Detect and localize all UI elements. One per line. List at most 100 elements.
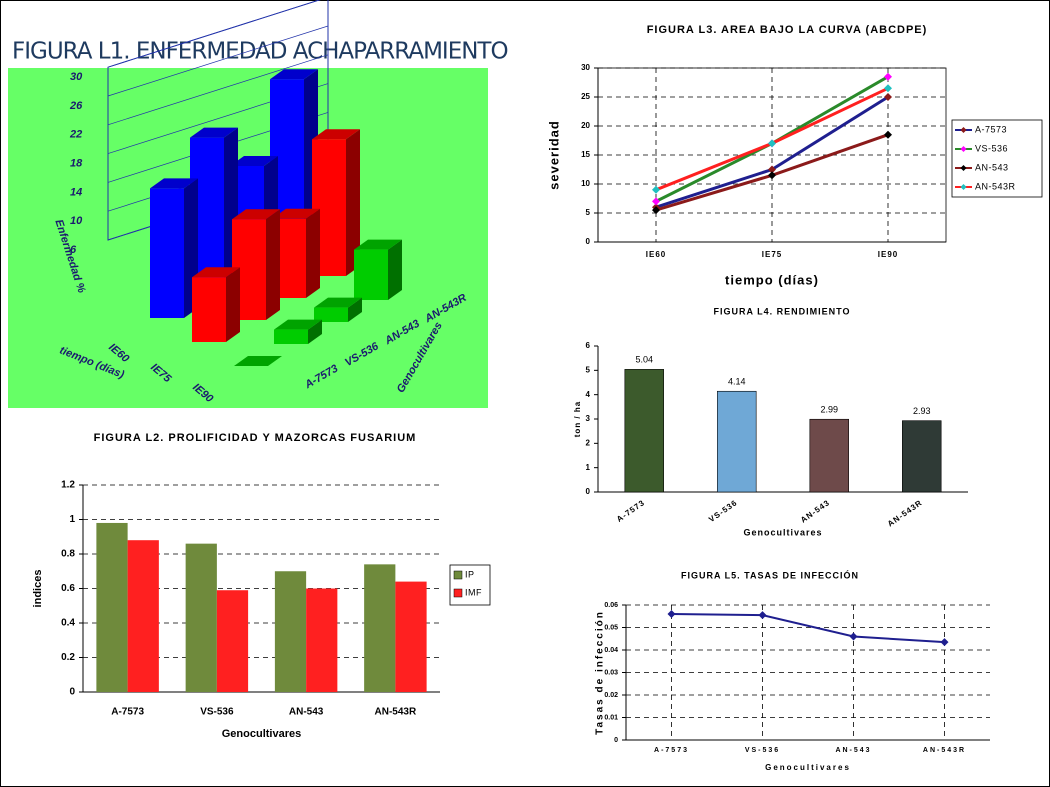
bar-top: [314, 297, 362, 308]
marker: [884, 84, 892, 93]
y-tick-label: 10: [70, 215, 83, 227]
bar-top: [230, 156, 278, 166]
grid-line: [107, 54, 329, 126]
bar-top: [192, 267, 240, 278]
bar-side: [306, 208, 320, 298]
bar-side: [266, 209, 280, 320]
marker: [849, 632, 858, 641]
y-tick-label: 0: [586, 487, 591, 496]
y-tick-label: 0.03: [604, 669, 618, 676]
y-tick-label: 0.02: [604, 692, 618, 699]
x-tick-label: AN-543R: [923, 747, 966, 754]
y-tick-label: 14: [70, 186, 82, 198]
x-tick-label: AN-543: [835, 747, 871, 754]
value-label: 2.99: [820, 405, 838, 415]
legend-marker: [960, 127, 967, 133]
y-axis-label: Tasas de infección: [595, 610, 606, 735]
value-label: 4.14: [728, 377, 746, 387]
chart-title: FIGURA L4. RENDIMIENTO: [713, 306, 850, 316]
marker: [652, 185, 660, 194]
x-tick-label: AN-543: [289, 707, 324, 718]
x-tick-label: IE60: [646, 250, 666, 259]
marker: [884, 72, 892, 81]
y-tick-label: 20: [581, 121, 590, 130]
y-tick-label: 0.01: [604, 714, 618, 721]
marker: [768, 171, 776, 180]
bar-top: [190, 127, 238, 138]
y-tick-label: 0.6: [61, 583, 75, 594]
y-tick-label: 26: [69, 100, 83, 112]
x-tick-label: A-7573: [654, 747, 689, 754]
bar: [274, 329, 308, 344]
x-tick-label: A-7573: [111, 707, 144, 718]
bar: [127, 540, 159, 692]
bar: [216, 590, 249, 692]
marker: [768, 165, 776, 174]
bar-side: [346, 129, 360, 276]
marker: [652, 206, 660, 215]
marker: [758, 611, 767, 620]
x-tick-label: VS-536: [745, 747, 780, 754]
bar: [395, 581, 427, 692]
bar-top: [274, 319, 322, 330]
value-label: 5.04: [635, 355, 653, 365]
marker: [884, 130, 892, 139]
chart-title: FIGURA L3. AREA BAJO LA CURVA (ABCDPE): [647, 24, 928, 36]
y-tick-label: 5: [586, 365, 591, 374]
y-tick-label: 1: [69, 514, 75, 525]
chart-title: FIGURA L2. PROLIFICIDAD Y MAZORCAS FUSAR…: [94, 432, 417, 444]
y-tick-label: 10: [581, 179, 590, 188]
bar-side: [388, 239, 402, 300]
bar: [364, 564, 396, 692]
y-tick-label: 1.2: [61, 480, 75, 491]
chart-title: FIGURA L1. ENFERMEDAD ACHAPARRAMIENTO: [12, 39, 508, 65]
y-axis-label: ton / ha: [573, 401, 582, 437]
legend-marker: [960, 184, 967, 190]
legend-marker: [960, 165, 967, 171]
x-tick-label: AN-543R: [375, 707, 417, 718]
legend-label: IMF: [465, 587, 482, 597]
bar: [96, 522, 128, 692]
x-axis-label: Genocultivares: [222, 728, 301, 740]
x-tick-label: IE90: [878, 250, 898, 259]
legend-label: AN-543: [975, 162, 1009, 172]
bar: [809, 418, 849, 493]
bar: [192, 277, 226, 342]
legend-swatch: [453, 570, 463, 580]
y-tick-label: 6: [70, 244, 77, 256]
marker: [940, 638, 949, 647]
y-tick-label: 2: [586, 438, 591, 447]
y-tick-label: 0.8: [61, 549, 75, 560]
bar-top: [312, 129, 360, 140]
y-tick-label: 15: [581, 150, 590, 159]
y-axis-label: severidad: [546, 120, 561, 190]
bar: [314, 307, 348, 322]
bar: [306, 588, 338, 692]
legend-label: VS-536: [975, 143, 1008, 153]
y-tick-label: 30: [70, 71, 83, 83]
bar: [274, 571, 307, 692]
y-tick-label: 30: [581, 63, 590, 72]
value-label: 2.93: [913, 406, 931, 416]
marker: [768, 139, 776, 148]
y-tick-label: 3: [586, 414, 591, 423]
y-tick-label: 18: [70, 158, 83, 170]
bar: [902, 420, 942, 493]
y-tick-label: 22: [69, 129, 82, 141]
x-axis-label: tiempo (días): [725, 272, 819, 287]
marker: [652, 197, 660, 206]
bar-side: [308, 319, 322, 344]
y-tick-label: 5: [586, 208, 591, 217]
legend-label: IP: [465, 569, 475, 579]
x-axis-label: Genocultivares: [743, 527, 822, 537]
y-tick-label: 0.06: [604, 602, 618, 609]
y-tick-label: 0: [69, 687, 75, 698]
bar: [185, 543, 217, 692]
y-tick-label: 1: [586, 463, 591, 472]
grid-line: [107, 25, 329, 97]
y-tick-label: 0.4: [61, 618, 75, 629]
y-tick-label: 0.04: [604, 647, 618, 654]
bar: [354, 249, 388, 300]
y-tick-label: 0: [586, 237, 591, 246]
